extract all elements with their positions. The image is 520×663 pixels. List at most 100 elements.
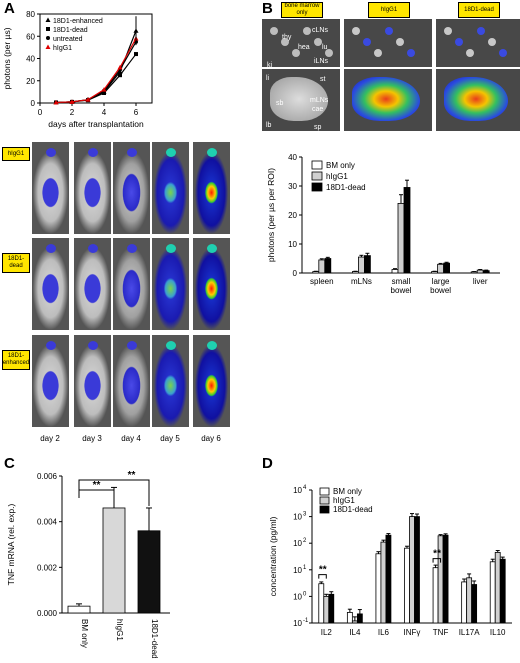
bar	[67, 605, 91, 614]
x-tick-label: IL2	[321, 628, 333, 637]
bar	[494, 552, 501, 624]
mouse-imaging-grid: hIgG1 18D1-dead 18D1-enhanced day 2 day 3 day…	[0, 140, 258, 452]
x-tick-label: spleen	[310, 277, 334, 286]
panel-letter-b: B	[262, 0, 273, 17]
bar	[432, 567, 439, 624]
x-tick-label: 6	[134, 108, 139, 117]
organ-label: thy	[282, 34, 292, 41]
bar	[403, 187, 411, 274]
bar	[312, 271, 320, 274]
organ-blob	[352, 27, 360, 35]
legend-label: hIgG1	[333, 496, 355, 505]
y-axis-label: photons (per µs)	[2, 27, 12, 89]
panel-letter-c: C	[4, 455, 15, 472]
bar	[397, 203, 405, 274]
bar	[476, 269, 484, 274]
bar	[385, 534, 392, 624]
bar	[437, 263, 445, 274]
data-point	[101, 87, 107, 92]
mouse-image	[113, 335, 150, 427]
head-signal	[126, 244, 137, 253]
x-tick-label: bowel	[391, 286, 412, 295]
head-signal	[45, 244, 56, 253]
condition-tag: bone marrow only	[281, 2, 323, 18]
legend-label: hIgG1	[326, 172, 348, 181]
organ-blob	[499, 49, 507, 57]
bar	[482, 270, 490, 274]
data-point	[85, 97, 91, 102]
head-signal	[126, 148, 137, 157]
organ-label: st	[320, 76, 326, 83]
mouse-image	[193, 238, 230, 330]
legend-label: 18D1-dead	[333, 505, 373, 514]
mouse-image	[113, 142, 150, 234]
data-point	[118, 73, 122, 78]
legend-marker	[45, 17, 51, 22]
organ-label: sb	[276, 100, 284, 107]
day-label: day 5	[160, 434, 180, 443]
day-label: day 3	[82, 434, 102, 443]
y-tick-label: 20	[26, 77, 35, 86]
legend-marker	[45, 44, 51, 49]
y-tick-label: 10	[293, 486, 302, 495]
bar	[102, 507, 126, 614]
legend-label: BM only	[333, 487, 362, 496]
organ-label: lu	[322, 44, 328, 51]
y-tick-label: 0.004	[37, 518, 58, 527]
data-point	[117, 64, 123, 70]
data-point	[102, 90, 106, 95]
mouse-image	[32, 142, 69, 234]
organ-blob	[292, 49, 300, 57]
head-signal	[45, 148, 56, 157]
y-tick-label: 10	[293, 513, 302, 522]
organ-image-lower	[262, 69, 340, 131]
organ-blob	[444, 27, 452, 35]
intestine-signal	[270, 77, 328, 121]
organ-blob	[281, 38, 289, 46]
bar	[323, 595, 330, 624]
x-tick-label: IL6	[378, 628, 390, 637]
organ-blob	[303, 27, 311, 35]
legend-label: 18D1-dead	[326, 183, 366, 192]
x-tick-label: IL17A	[459, 628, 481, 637]
x-tick-label: 2	[70, 108, 75, 117]
bar	[499, 558, 506, 624]
organ-image-lower	[344, 69, 432, 131]
mouse-image	[113, 238, 150, 330]
organ-label: hea	[298, 44, 310, 51]
legend-marker	[46, 27, 50, 31]
y-tick-label: 20	[288, 211, 297, 220]
bar	[380, 541, 387, 624]
organ-blob	[477, 27, 485, 35]
mouse-image	[152, 335, 189, 427]
y-tick-label: 0.002	[37, 563, 58, 572]
intestine-signal	[352, 77, 420, 121]
data-point	[53, 99, 59, 105]
mouse-image	[32, 335, 69, 427]
bar-chart-tnf-mrna: 0.000 0.002 0.004 0.006 TNF mRNA (rel. exp.)…	[6, 470, 170, 659]
organ-label: mLNs	[310, 97, 329, 104]
significance-bracket	[432, 558, 442, 563]
bar	[489, 561, 496, 624]
day-label: day 6	[201, 434, 221, 443]
y-tick-label: 40	[288, 153, 297, 162]
bar	[404, 547, 410, 624]
x-tick-label: large	[432, 277, 450, 286]
y-tick-label: 0.006	[37, 472, 58, 481]
mouse-image	[74, 335, 111, 427]
bar	[358, 256, 365, 274]
head-signal	[206, 148, 217, 157]
legend-swatch	[311, 160, 323, 170]
legend-swatch	[311, 171, 323, 181]
organ-label: cLNs	[312, 27, 328, 34]
bar	[461, 581, 468, 624]
organ-blob	[407, 49, 415, 57]
x-tick-label: mLNs	[351, 277, 372, 286]
organ-imaging-panel: bone marrow only hIgG1 18D1-dead thy hea lu cL…	[262, 0, 520, 135]
organ-blob	[396, 38, 404, 46]
bar	[328, 593, 335, 624]
y-tick-label: 0	[293, 269, 298, 278]
y-tick-exponent: 3	[303, 512, 307, 518]
organ-image-upper	[344, 19, 432, 67]
y-tick-label: 60	[26, 32, 35, 41]
